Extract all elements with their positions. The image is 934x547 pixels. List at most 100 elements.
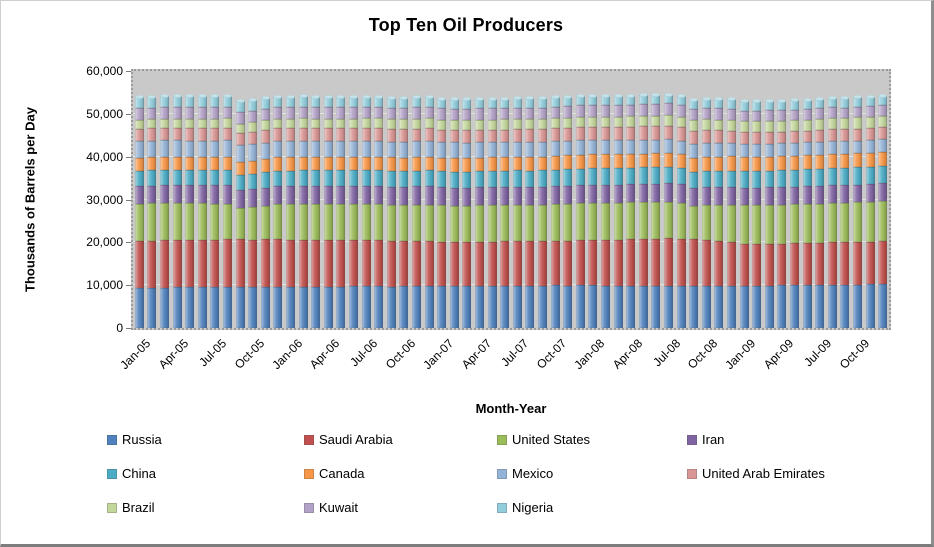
bar-segment-brazil xyxy=(651,115,661,127)
bar-segment-china xyxy=(865,166,875,185)
bar-segment-united-states xyxy=(651,201,661,239)
bar-segment-saudi-arabia xyxy=(374,240,384,287)
bar-segment-brazil xyxy=(575,116,585,128)
bar-segment-china xyxy=(336,170,346,186)
bar-segment-nigeria xyxy=(273,96,283,108)
bar-segment-nigeria xyxy=(878,95,888,106)
bar-segment-brazil xyxy=(210,118,220,129)
stacked-bar-jan-09 xyxy=(739,99,749,328)
bar-segment-united-states xyxy=(235,208,245,240)
bar-segment-canada xyxy=(223,156,232,170)
bar-segment-united-states xyxy=(437,205,447,242)
stacked-bar-jul-06 xyxy=(361,94,371,328)
legend-label: Mexico xyxy=(512,466,554,481)
bar-segment-kuwait xyxy=(714,108,724,120)
bar-segment-united-states xyxy=(311,204,321,241)
bar-segment-united-states xyxy=(853,202,862,242)
bar-segment-canada xyxy=(399,157,409,171)
bar-segment-nigeria xyxy=(475,98,484,109)
bar-segment-canada xyxy=(172,156,182,170)
bar-segment-china xyxy=(462,171,472,188)
legend-label: Nigeria xyxy=(512,500,554,515)
bar-segment-canada xyxy=(827,153,837,168)
bar-segment-united-arab-emirates xyxy=(525,129,535,143)
bar-segment-brazil xyxy=(424,118,434,129)
bar-top-cap xyxy=(298,94,308,99)
bar-segment-mexico xyxy=(563,140,573,156)
bar-segment-mexico xyxy=(777,143,787,157)
bar-segment-saudi-arabia xyxy=(487,241,497,286)
y-tick-label: 0 xyxy=(116,321,123,335)
bar-segment-china xyxy=(311,170,321,187)
bar-segment-russia xyxy=(802,285,812,328)
bar-segment-united-states xyxy=(349,204,358,241)
bar-segment-kuwait xyxy=(626,104,636,117)
bar-segment-russia xyxy=(664,286,673,328)
bar-segment-united-arab-emirates xyxy=(827,129,837,142)
bar-segment-brazil xyxy=(185,118,195,129)
bar-segment-canada xyxy=(160,156,169,170)
bar-segment-mexico xyxy=(701,143,711,157)
bar-segment-iran xyxy=(601,184,610,204)
bar-segment-united-states xyxy=(563,203,573,241)
bar-top-cap xyxy=(575,93,585,98)
bar-segment-brazil xyxy=(462,119,472,130)
bar-segment-united-states xyxy=(147,203,157,241)
bar-top-cap xyxy=(878,93,888,98)
bar-segment-united-states xyxy=(475,205,484,242)
bar-top-cap xyxy=(197,94,207,99)
bar-segment-canada xyxy=(336,156,346,171)
bar-segment-kuwait xyxy=(575,105,585,117)
bar-segment-united-states xyxy=(412,204,421,241)
bar-segment-iran xyxy=(437,187,447,206)
bar-segment-brazil xyxy=(147,119,157,129)
stacked-bar-jan-07 xyxy=(437,96,447,328)
bar-segment-brazil xyxy=(752,121,762,133)
stacked-bar-nov-05 xyxy=(260,96,270,328)
bar-segment-nigeria xyxy=(853,97,862,107)
stacked-bar-feb-06 xyxy=(298,94,308,328)
stacked-bar-jun-07 xyxy=(500,96,510,329)
bar-segment-nigeria xyxy=(323,97,333,107)
bar-segment-russia xyxy=(512,285,522,328)
bar-segment-kuwait xyxy=(701,107,711,120)
bar-segment-canada xyxy=(424,156,434,171)
bar-segment-mexico xyxy=(575,140,585,155)
bar-segment-iran xyxy=(235,190,245,209)
bar-segment-kuwait xyxy=(185,107,195,119)
bar-segment-canada xyxy=(550,155,560,170)
bar-segment-china xyxy=(664,166,673,184)
bar-segment-canada xyxy=(525,156,535,171)
bar-segment-brazil xyxy=(827,117,837,130)
bar-segment-nigeria xyxy=(386,97,396,108)
bar-segment-nigeria xyxy=(147,96,157,108)
bar-segment-canada xyxy=(538,156,547,171)
legend-label: Kuwait xyxy=(319,500,359,515)
bar-segment-saudi-arabia xyxy=(462,242,472,286)
bar-segment-united-arab-emirates xyxy=(651,126,661,140)
bar-segment-brazil xyxy=(840,118,850,130)
bar-segment-china xyxy=(777,170,787,188)
bar-top-cap xyxy=(223,94,232,99)
y-tick-mark xyxy=(126,71,131,72)
bar-segment-russia xyxy=(399,286,409,328)
legend-label: Saudi Arabia xyxy=(319,432,393,447)
stacked-bar-nov-06 xyxy=(412,95,421,328)
bar-segment-mexico xyxy=(525,142,535,157)
bar-segment-china xyxy=(323,170,333,186)
bar-segment-mexico xyxy=(550,141,560,156)
legend-label: China xyxy=(122,466,156,481)
bar-segment-nigeria xyxy=(134,97,144,109)
bar-segment-united-arab-emirates xyxy=(475,129,484,143)
bar-segment-mexico xyxy=(134,141,144,158)
bar-segment-russia xyxy=(147,287,157,328)
bar-segment-china xyxy=(676,168,686,185)
bar-segment-nigeria xyxy=(752,101,762,111)
bar-segment-mexico xyxy=(827,141,837,154)
bar-segment-russia xyxy=(676,286,686,328)
bar-segment-russia xyxy=(739,286,749,328)
bar-top-cap xyxy=(601,93,610,98)
bar-top-cap xyxy=(538,95,547,100)
stacked-bar-feb-05 xyxy=(147,94,157,329)
bar-top-cap xyxy=(701,96,711,101)
